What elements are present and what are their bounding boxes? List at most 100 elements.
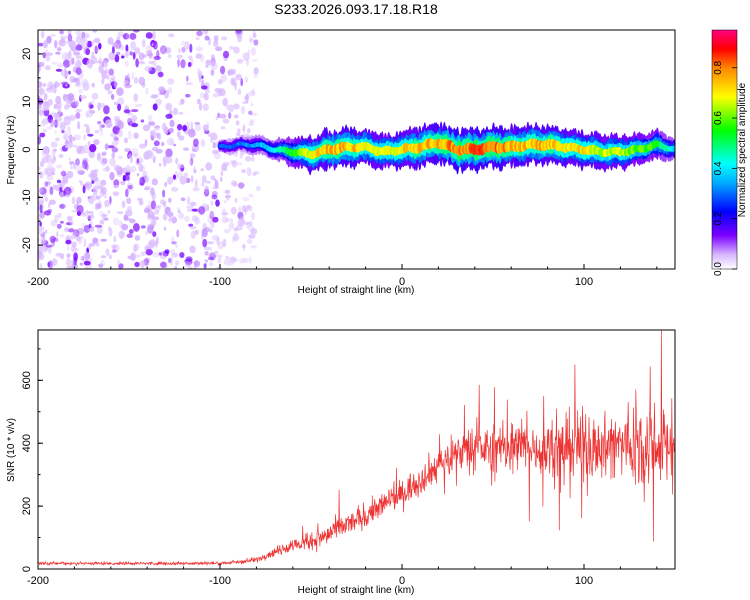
noise-speckle (161, 141, 165, 147)
noise-speckle (183, 147, 190, 151)
noise-speckle (152, 103, 158, 111)
noise-speckle (250, 244, 257, 249)
noise-speckle (178, 102, 184, 106)
x-tick-label: 0 (399, 276, 405, 288)
noise-speckle (114, 80, 117, 89)
noise-speckle (125, 175, 130, 181)
noise-speckle (46, 35, 52, 44)
noise-speckle (148, 50, 153, 58)
noise-speckle (84, 161, 89, 168)
noise-speckle (176, 131, 181, 138)
noise-speckle (179, 252, 185, 258)
noise-speckle (125, 148, 131, 152)
noise-speckle (170, 186, 179, 192)
colorbar-tick-label: 0.2 (713, 211, 724, 225)
noise-speckle (152, 231, 157, 237)
noise-speckle (39, 200, 44, 205)
noise-speckle (233, 114, 239, 119)
noise-speckle (148, 121, 156, 126)
x-tick-label: 0 (399, 575, 405, 587)
noise-speckle (97, 226, 103, 234)
noise-speckle (145, 149, 153, 159)
noise-speckle (39, 171, 44, 179)
noise-speckle (191, 208, 198, 212)
noise-speckle (125, 50, 129, 59)
noise-speckle (179, 163, 185, 169)
noise-speckle (213, 35, 219, 42)
noise-speckle (204, 185, 210, 194)
y-tick-label: -20 (21, 237, 33, 253)
noise-speckle (194, 179, 198, 188)
noise-speckle (177, 210, 181, 214)
noise-speckle (50, 141, 58, 148)
noise-speckle (42, 82, 47, 88)
noise-speckle (116, 211, 124, 215)
noise-speckle (66, 40, 72, 44)
noise-speckle (241, 244, 246, 249)
noise-speckle (130, 109, 139, 113)
noise-speckle (93, 37, 101, 44)
noise-speckle (42, 128, 47, 133)
noise-speckle (83, 260, 91, 266)
noise-speckle (178, 135, 185, 141)
noise-speckle (133, 93, 139, 102)
noise-speckle (168, 87, 173, 94)
noise-speckle (65, 52, 69, 61)
noise-speckle (175, 157, 179, 165)
noise-speckle (213, 42, 219, 48)
noise-speckle (133, 223, 140, 232)
noise-speckle (104, 68, 108, 75)
noise-speckle (126, 197, 132, 204)
noise-speckle (83, 134, 86, 141)
noise-speckle (177, 171, 183, 180)
noise-speckle (210, 69, 215, 76)
noise-speckle (101, 151, 107, 156)
noise-speckle (189, 226, 197, 230)
noise-speckle (252, 171, 260, 175)
noise-speckle (196, 98, 201, 105)
noise-speckle (91, 92, 99, 100)
noise-speckle (73, 51, 81, 56)
noise-speckle (90, 169, 98, 179)
noise-speckle (92, 30, 98, 33)
noise-speckle (98, 123, 103, 132)
noise-speckle (64, 81, 68, 87)
noise-speckle (81, 79, 89, 86)
noise-speckle (145, 257, 151, 263)
noise-speckle (61, 52, 69, 61)
noise-speckle (212, 141, 216, 149)
noise-speckle (107, 123, 113, 128)
noise-speckle (164, 156, 173, 164)
noise-speckle (227, 70, 231, 77)
noise-speckle (83, 224, 91, 233)
noise-speckle (147, 211, 155, 219)
noise-speckle (201, 175, 207, 183)
noise-speckle (50, 119, 55, 128)
noise-speckle (194, 124, 202, 132)
noise-speckle (50, 220, 58, 227)
noise-speckle (243, 221, 250, 225)
noise-speckle (171, 241, 177, 245)
noise-speckle (49, 186, 54, 196)
noise-speckle (48, 202, 51, 209)
noise-speckle (44, 229, 48, 234)
noise-speckle (180, 98, 185, 105)
noise-speckle (179, 175, 187, 185)
noise-speckle (203, 30, 209, 35)
noise-speckle (42, 52, 46, 59)
noise-speckle (113, 164, 122, 171)
noise-speckle (134, 103, 143, 108)
x-tick-label: -100 (209, 575, 231, 587)
noise-speckle (144, 65, 152, 72)
noise-speckle (53, 103, 58, 110)
noise-speckle (169, 256, 174, 266)
noise-speckle (223, 258, 231, 266)
noise-speckle (200, 168, 205, 172)
noise-speckle (49, 85, 53, 91)
noise-speckle (201, 181, 205, 187)
y-tick-label: 20 (21, 48, 33, 60)
noise-speckle (42, 101, 51, 110)
noise-speckle (75, 82, 82, 88)
colorbar-tick-label: 0.0 (713, 262, 724, 276)
noise-speckle (45, 53, 51, 62)
